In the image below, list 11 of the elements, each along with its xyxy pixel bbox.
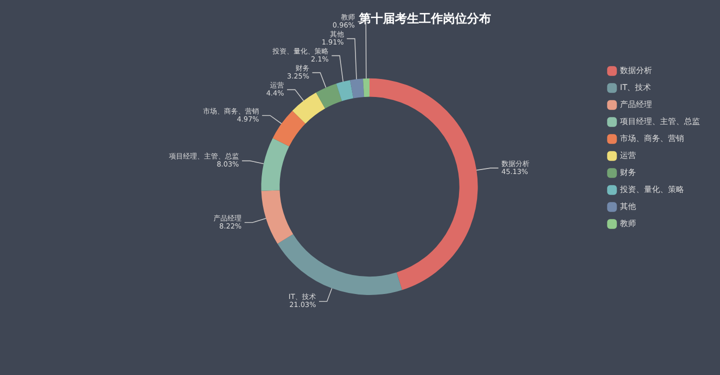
legend-label: 市场、商务、营销 (620, 134, 684, 144)
legend-label: 投资、量化、策略 (619, 185, 684, 194)
legend-label: 其他 (620, 202, 636, 212)
legend-label: 数据分析 (620, 66, 652, 76)
legend-label: 财务 (620, 168, 636, 178)
chart-title: 第十届考生工作岗位分布 (358, 11, 491, 26)
legend-label: IT、技术 (620, 83, 652, 92)
legend-label: 项目经理、主管、总监 (620, 117, 700, 126)
legend-label: 运营 (620, 151, 636, 160)
legend-label: 教师 (620, 219, 636, 228)
legend-label: 产品经理 (620, 100, 652, 110)
